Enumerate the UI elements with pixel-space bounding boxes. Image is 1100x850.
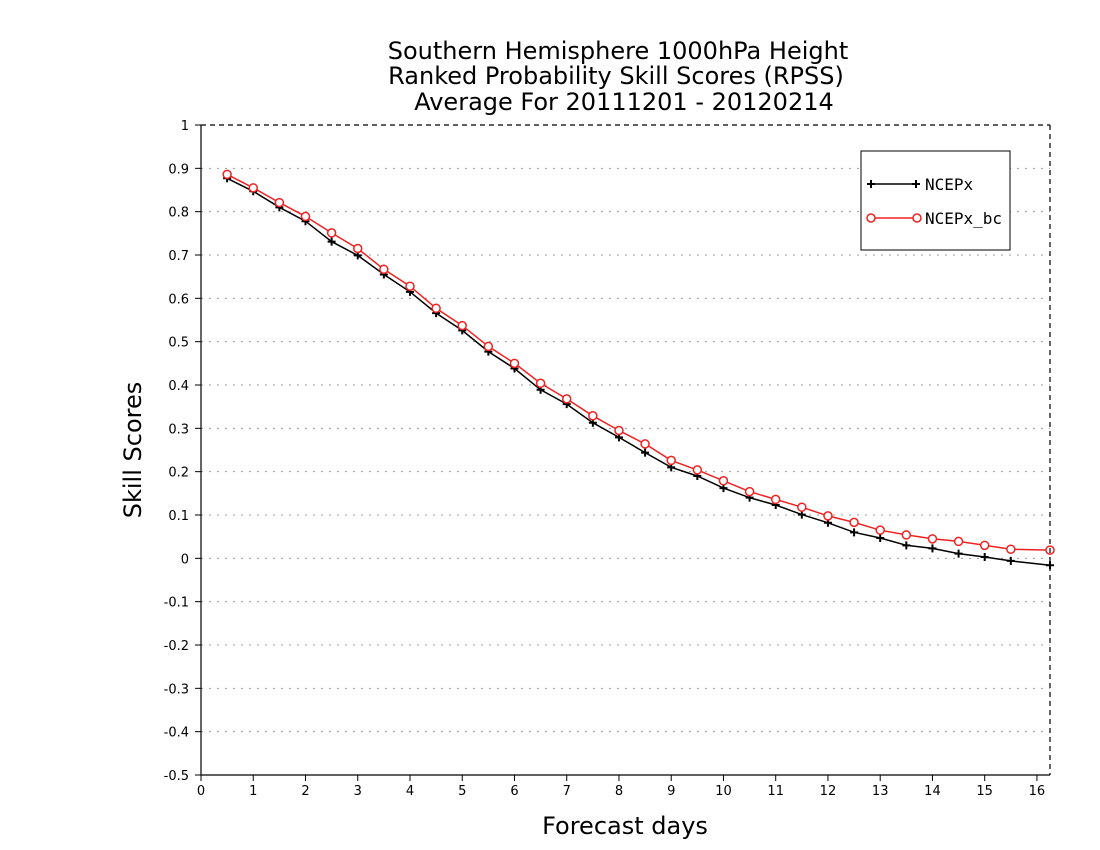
data-point [300,211,311,222]
y-tick-label: 0.7 [168,249,189,264]
y-tick-labels: 1 0.9 0.8 0.7 0.6 0.5 0.4 0.3 0.2 0.1 0 -0.1 -0.2 -0.… [164,119,189,784]
x-tick-labels: 0 1 2 3 4 5 6 7 8 9 10 11 12 13 14 15 16 [197,784,1045,799]
legend-box [860,150,1011,251]
data-point [405,281,415,291]
x-tick-label: 5 [458,784,466,799]
x-tick-label: 3 [354,784,362,799]
y-axis-title: Skill Scores [119,382,147,519]
y-tick-label: -0.1 [164,596,189,611]
legend-marker-ncepx-bc-left [866,213,876,223]
data-point [850,528,859,537]
y-tick-label: 1 [181,119,189,134]
legend-marker-ncepx-bc-right [912,213,922,223]
data-point [379,264,389,275]
legend-marker-ncepx [867,180,920,188]
y-tick-label: 0.1 [168,509,189,524]
chart-title-line-2: Ranked Probability Skill Scores (RPSS) [388,62,844,90]
data-point [327,237,336,246]
data-point [979,540,990,551]
data-point [588,411,598,421]
chart-title: Southern Hemisphere 1000hPa Height Ranke… [388,37,848,116]
x-tick-label: 11 [767,784,784,799]
legend-label-ncepx: NCEPx [925,175,974,194]
data-point [483,341,494,352]
x-tick-label: 9 [667,784,675,799]
data-point [980,553,989,562]
y-tick-label: 0.9 [168,162,189,177]
x-tick-label: 8 [615,784,623,799]
x-tick-label: 10 [715,784,732,799]
data-point [352,243,363,254]
data-point [770,494,781,505]
y-gridlines [201,167,1050,733]
x-tick-label: 2 [301,784,309,799]
data-point [744,486,755,497]
data-point [718,476,729,486]
x-tick-label: 16 [1029,784,1046,799]
y-tick-label: -0.2 [164,639,189,654]
series-line [226,177,1051,567]
data-point [823,511,833,521]
chart-title-line-1: Southern Hemisphere 1000hPa Height [388,37,848,65]
y-tick-label: 0 [181,552,189,567]
x-tick-label: 7 [563,784,571,799]
chart-title-line-3: Average For 20111201 - 20120214 [414,88,834,116]
data-point [1006,544,1016,554]
data-point [928,544,937,553]
legend-label-ncepx-bc: NCEPx_bc [925,209,1002,228]
data-point [692,465,703,475]
data-point [561,394,572,404]
x-tick-label: 4 [406,784,414,799]
data-point [535,378,546,389]
x-tick-label: 6 [510,784,518,799]
data-point [927,534,938,544]
data-point [222,169,232,180]
x-tick-label: 15 [976,784,993,799]
data-point [641,448,650,457]
data-point [902,541,911,550]
data-point [901,530,912,540]
y-tick-label: -0.3 [164,682,189,697]
data-point [431,303,441,314]
data-point [953,536,964,547]
x-tick-label: 0 [197,784,205,799]
data-point [797,502,807,512]
data-point [326,228,337,238]
data-point [640,439,650,449]
data-point [1006,556,1015,565]
data-point [509,358,520,369]
data-point [457,320,467,331]
series-group [222,169,1055,570]
y-tick-label: 0.5 [168,336,189,351]
x-tick-label: 14 [924,784,941,799]
y-tick-label: -0.4 [164,726,189,741]
y-tick-label: -0.5 [164,769,189,784]
y-tick-label: 0.2 [168,466,189,481]
series-ncepx-bc [222,169,1055,555]
axes [195,124,1051,781]
data-point [274,197,285,208]
x-tick-label: 1 [249,784,257,799]
y-tick-label: 0.8 [168,206,189,221]
x-tick-label: 12 [820,784,837,799]
x-axis-title: Forecast days [542,812,708,840]
data-point [248,183,258,193]
x-tick-label: 13 [872,784,889,799]
y-tick-label: 0.4 [168,379,189,394]
y-tick-label: 0.6 [168,292,189,307]
data-point [954,549,963,558]
data-point [875,525,885,535]
data-point [849,517,859,528]
legend: NCEPx NCEPx_bc [860,150,1011,251]
data-point [876,533,885,542]
data-point [614,425,624,436]
y-tick-label: 0.3 [168,422,189,437]
data-point [666,455,676,466]
